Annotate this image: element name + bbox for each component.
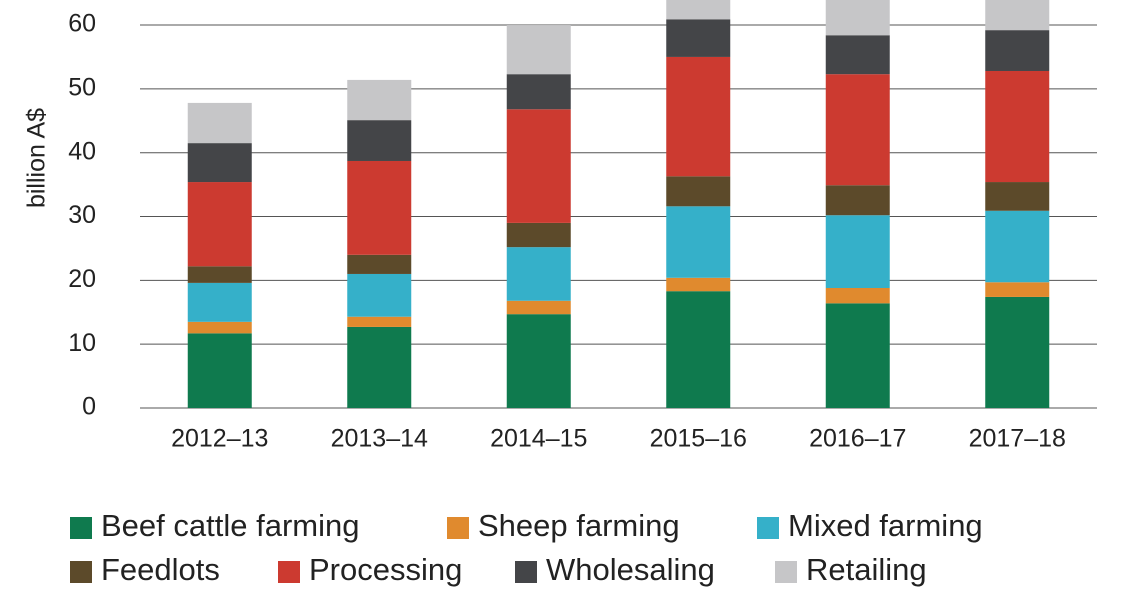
legend-label: Feedlots [101, 552, 220, 587]
legend-swatch [447, 517, 469, 539]
bar-segment [347, 254, 412, 274]
x-tick-label: 2015–16 [650, 425, 747, 453]
bar-segment [985, 182, 1050, 211]
bar-segment [506, 314, 571, 408]
y-tick-label: 60 [68, 10, 96, 38]
bar-segment [347, 160, 412, 255]
x-tick-label: 2013–14 [331, 425, 428, 453]
bar-segment [187, 102, 252, 144]
legend-swatch [278, 561, 300, 583]
bar-segment [666, 56, 731, 177]
legend-label: Wholesaling [546, 552, 715, 587]
bar-segment [347, 120, 412, 161]
bar-segment [506, 300, 571, 315]
y-tick-label: 50 [68, 73, 96, 101]
bar-segment [506, 109, 571, 223]
y-axis-label: billion A$ [23, 108, 51, 208]
legend-label: Sheep farming [478, 508, 680, 543]
bar-segment [187, 282, 252, 322]
bar-segment [187, 333, 252, 408]
bar-segment [825, 185, 890, 216]
y-tick-label: 20 [68, 265, 96, 293]
bar-segment [985, 210, 1050, 283]
bar-segment [187, 143, 252, 183]
bar-segment [506, 74, 571, 110]
legend-swatch [70, 517, 92, 539]
bar-segment [985, 70, 1050, 183]
legend-label: Beef cattle farming [101, 508, 359, 543]
bar-segment [187, 182, 252, 267]
legend-label: Processing [309, 552, 462, 587]
legend-swatch [515, 561, 537, 583]
bar-segment [825, 0, 890, 36]
bar-segment [985, 0, 1050, 31]
bar-segment [506, 222, 571, 248]
y-tick-label: 0 [82, 393, 96, 421]
bar-segment [666, 0, 731, 20]
bar-segment [187, 321, 252, 334]
bar-segment [985, 30, 1050, 71]
bar-segment [347, 316, 412, 327]
legend-swatch [70, 561, 92, 583]
bar-segment [825, 35, 890, 75]
bar-segment [825, 215, 890, 289]
bar-segment [666, 19, 731, 57]
bar-segment [985, 296, 1050, 408]
legend-label: Mixed farming [788, 508, 983, 543]
bar-segment [666, 291, 731, 408]
bar-segment [825, 288, 890, 304]
y-tick-label: 40 [68, 137, 96, 165]
x-tick-label: 2016–17 [809, 425, 906, 453]
bar-segment [506, 25, 571, 75]
bar-segment [666, 277, 731, 292]
bar-segment [825, 303, 890, 408]
bar-segment [347, 79, 412, 121]
bar-segment [985, 282, 1050, 297]
x-tick-label: 2012–13 [171, 425, 268, 453]
bar-segment [347, 273, 412, 317]
bar-segment [187, 266, 252, 283]
bar-segment [347, 326, 412, 408]
y-tick-label: 10 [68, 329, 96, 357]
x-tick-label: 2014–15 [490, 425, 587, 453]
bar-segment [666, 176, 731, 207]
legend-label: Retailing [806, 552, 927, 587]
bar-segment [825, 74, 890, 186]
x-tick-label: 2017–18 [969, 425, 1066, 453]
bar-segment [666, 206, 731, 278]
legend-swatch [775, 561, 797, 583]
y-tick-label: 30 [68, 201, 96, 229]
bar-segment [506, 247, 571, 301]
legend-swatch [757, 517, 779, 539]
